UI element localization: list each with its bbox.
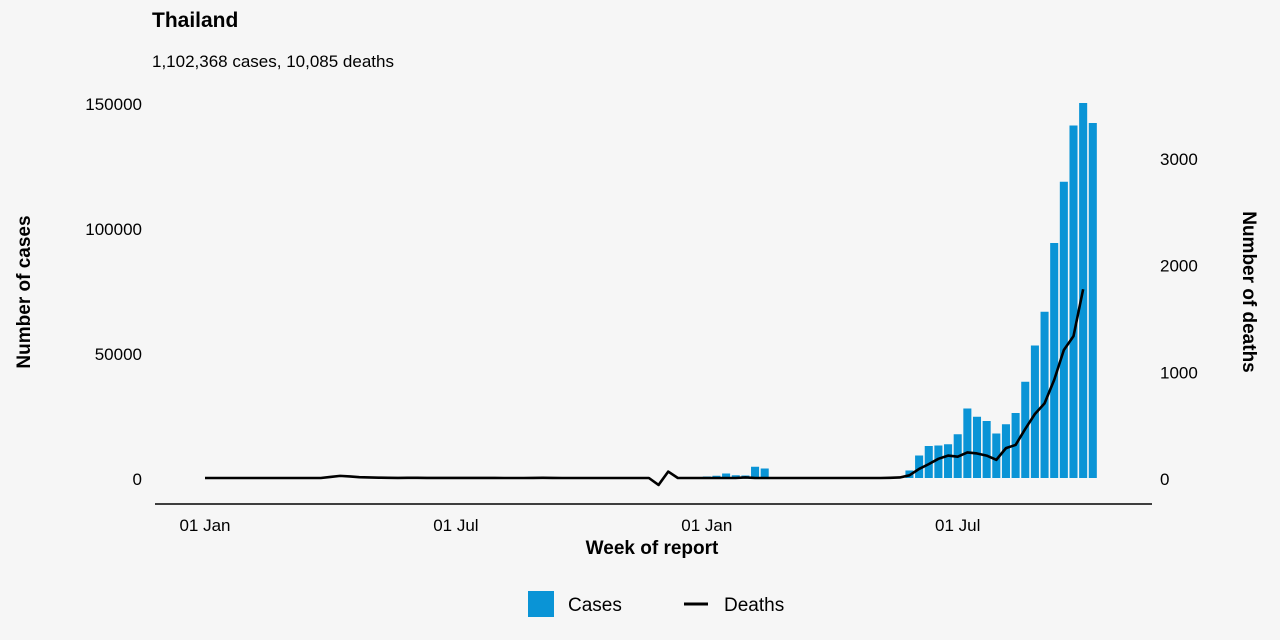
cases-bar [934,445,943,478]
legend-cases-swatch [528,591,554,617]
cases-bar [731,475,740,478]
x-ticks: 01 Jan 01 Jul 01 Jan 01 Jul [179,516,980,535]
cases-bar [992,433,1001,478]
cases-bar [760,468,769,478]
cases-bar [915,455,924,478]
x-tick-label: 01 Jan [179,516,230,535]
cases-bar [924,446,933,478]
y-tick-label: 50000 [95,345,142,364]
y-axis-label: Number of cases [14,215,35,368]
x-axis-label: Week of report [586,538,719,559]
cases-bar [751,466,760,478]
y-tick-label: 0 [133,470,142,489]
cases-bar [982,421,991,478]
cases-bar [1088,123,1097,478]
cases-bars [693,103,1097,479]
y2-ticks: 0 1000 2000 3000 [1160,150,1198,489]
chart-subtitle: 1,102,368 cases, 10,085 deaths [152,52,394,71]
cases-bar [944,444,953,478]
deaths-line-layer [205,288,1085,487]
cases-bar [1001,424,1010,478]
y2-tick-label: 3000 [1160,150,1198,169]
y2-tick-label: 2000 [1160,257,1198,276]
cases-bar [1069,125,1078,478]
y2-tick-label: 0 [1160,470,1169,489]
legend-deaths-label: Deaths [724,595,784,616]
chart-title: Thailand [152,9,238,32]
y-tick-label: 100000 [85,220,142,239]
x-tick-label: 01 Jul [433,516,478,535]
x-tick-label: 01 Jul [935,516,980,535]
cases-bar [1040,311,1049,478]
y-ticks: 0 50000 100000 150000 [85,95,142,489]
y-tick-label: 150000 [85,95,142,114]
x-tick-label: 01 Jan [681,516,732,535]
y2-axis-label: Number of deaths [1238,211,1259,373]
legend-cases-label: Cases [568,595,622,616]
deaths-line [205,288,1085,487]
y2-tick-label: 1000 [1160,363,1198,382]
cases-bar [1059,181,1068,478]
cases-bar [1050,243,1059,478]
cases-bar [1030,345,1039,478]
cases-bar [722,473,731,478]
cases-bar [963,408,972,478]
legend: Cases Deaths [528,591,784,617]
cases-bar [972,416,982,478]
